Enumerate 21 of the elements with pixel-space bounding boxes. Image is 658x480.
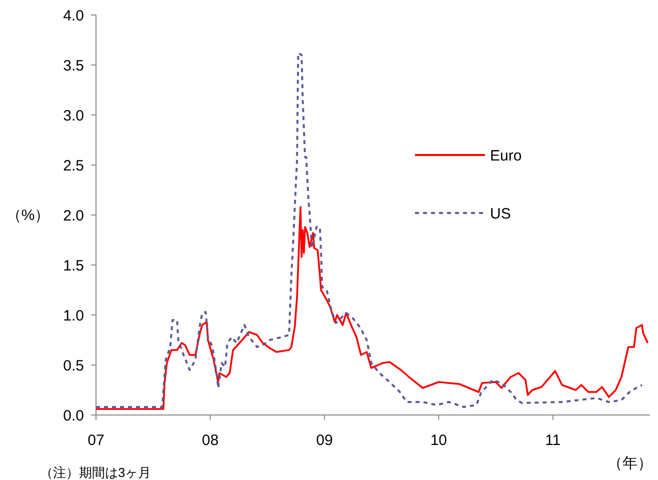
y-tick-label: 0.0 [63, 407, 84, 424]
legend-label: US [490, 205, 511, 222]
line-series [95, 52, 644, 408]
y-tick-label: 1.5 [63, 257, 84, 274]
x-tick-label: 08 [202, 432, 219, 449]
x-tick-label: 10 [430, 432, 448, 449]
legend-label: Euro [490, 147, 522, 164]
x-tick-label: 09 [316, 432, 333, 449]
y-tick-label: 0.5 [63, 357, 84, 374]
y-tick-label: 3.5 [63, 57, 84, 74]
y-tick-label: 1.0 [63, 307, 84, 324]
line-series [95, 206, 649, 410]
y-tick-label: 2.5 [63, 157, 84, 174]
y-tick-label: 3.0 [63, 107, 84, 124]
x-tick-label: 07 [88, 432, 104, 449]
y-tick-label: 4.0 [63, 7, 84, 24]
x-tick-label: 11 [545, 432, 561, 449]
y-tick-label: 2.0 [63, 207, 84, 224]
text: （注）期間は3ヶ月 [40, 465, 152, 480]
y-axis-title: （%） [6, 207, 50, 224]
x-axis-title: （年） [608, 455, 652, 472]
